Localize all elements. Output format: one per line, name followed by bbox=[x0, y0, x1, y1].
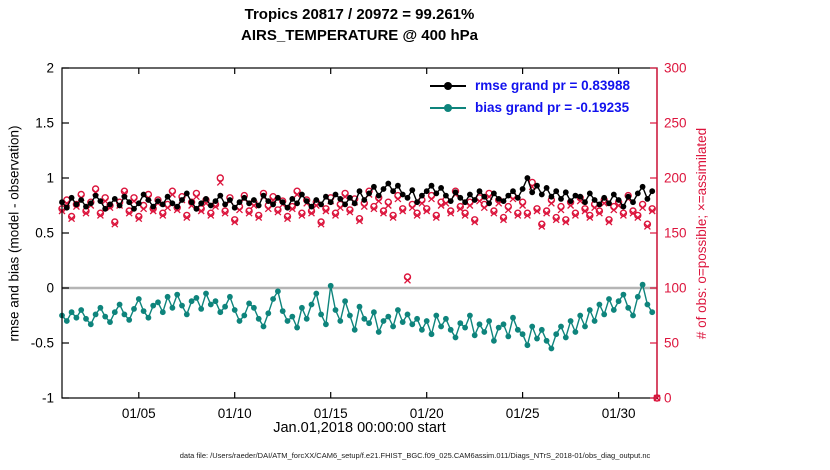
svg-text:01/20: 01/20 bbox=[410, 406, 444, 421]
svg-text:01/30: 01/30 bbox=[602, 406, 636, 421]
legend-label-rmse: rmse grand pr = 0.83988 bbox=[475, 78, 630, 93]
x-axis-label: Jan.01,2018 00:00:00 start bbox=[273, 420, 446, 436]
x-axis-ticks: 01/05 01/10 01/15 01/20 01/25 01/30 bbox=[122, 68, 636, 421]
svg-text:100: 100 bbox=[664, 281, 687, 296]
y-axis-left-ticks: -1 -0.5 0 0.5 1 1.5 2 bbox=[31, 61, 69, 406]
y-axis-right-label: # of obs: o=possible; ×=assimilated bbox=[694, 127, 710, 339]
svg-text:1.5: 1.5 bbox=[35, 116, 54, 131]
svg-text:-0.5: -0.5 bbox=[31, 336, 54, 351]
rmse-marker-sample bbox=[444, 81, 452, 90]
svg-text:150: 150 bbox=[664, 226, 687, 241]
obs-assimilated-markers bbox=[58, 178, 661, 402]
legend-label-bias: bias grand pr = -0.19235 bbox=[475, 100, 630, 115]
rmse-series bbox=[59, 175, 656, 212]
data-file-caption: data file: /Users/raeder/DAI/ATM_forcXX/… bbox=[179, 451, 651, 460]
svg-text:200: 200 bbox=[664, 171, 687, 186]
bias-line-sample bbox=[430, 103, 466, 112]
rmse-line-sample bbox=[430, 81, 466, 90]
svg-text:0.5: 0.5 bbox=[35, 226, 54, 241]
legend-item-rmse: rmse grand pr = 0.83988 bbox=[430, 78, 630, 93]
svg-text:1: 1 bbox=[46, 171, 54, 186]
svg-text:50: 50 bbox=[664, 336, 679, 351]
svg-text:250: 250 bbox=[664, 116, 687, 131]
plot-frame bbox=[61, 67, 658, 399]
svg-text:300: 300 bbox=[664, 61, 687, 76]
svg-text:0: 0 bbox=[664, 391, 672, 406]
y-axis-right-label-box: # of obs: o=possible; ×=assimilated bbox=[688, 68, 716, 398]
bias-series bbox=[59, 281, 656, 352]
svg-text:01/05: 01/05 bbox=[122, 406, 156, 421]
svg-text:-1: -1 bbox=[42, 391, 54, 406]
y-axis-left-label-box: rmse and bias (model - observation) bbox=[0, 68, 28, 398]
svg-text:01/10: 01/10 bbox=[218, 406, 252, 421]
legend: rmse grand pr = 0.83988 bias grand pr = … bbox=[430, 78, 630, 115]
legend-item-bias: bias grand pr = -0.19235 bbox=[430, 100, 630, 115]
svg-text:01/15: 01/15 bbox=[314, 406, 348, 421]
bias-marker-sample bbox=[444, 103, 452, 112]
y-axis-right-ticks: 0 50 100 150 200 250 300 bbox=[650, 61, 687, 406]
chart-title-line1: Tropics 20817 / 20972 = 99.261% bbox=[244, 6, 475, 23]
svg-text:01/25: 01/25 bbox=[506, 406, 540, 421]
svg-text:0: 0 bbox=[46, 281, 54, 296]
svg-text:2: 2 bbox=[46, 61, 54, 76]
chart-title-line2: AIRS_TEMPERATURE @ 400 hPa bbox=[241, 27, 478, 44]
y-axis-left-label: rmse and bias (model - observation) bbox=[6, 124, 22, 342]
